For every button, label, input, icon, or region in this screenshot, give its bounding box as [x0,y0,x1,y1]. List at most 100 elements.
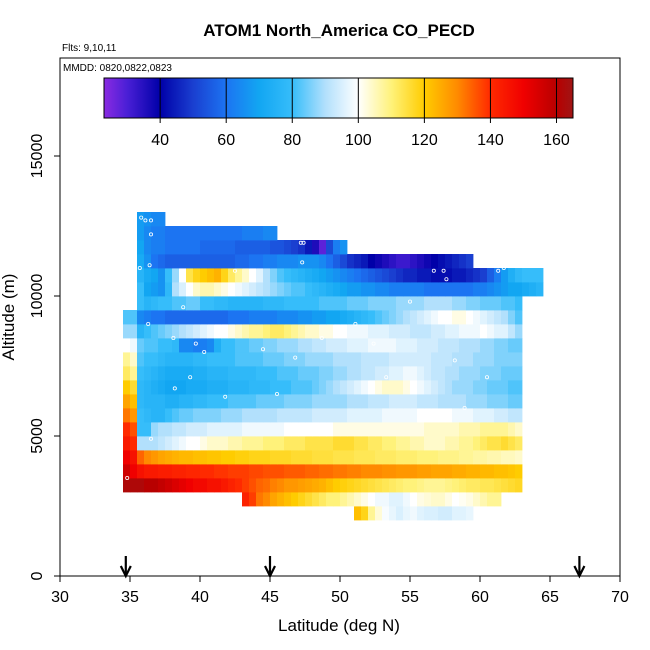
heatmap-cell [515,394,523,409]
heatmap-cell [382,464,390,479]
heatmap-cell [403,422,411,437]
heatmap-cell [389,450,397,465]
heatmap-cell [137,478,145,493]
sample-point [146,321,151,326]
heatmap-cell [396,268,404,283]
heatmap-cell [459,254,467,269]
heatmap-cell [515,436,523,451]
heatmap-cell [137,240,145,255]
sample-point [484,375,489,380]
heatmap-cell [158,212,166,227]
heatmap-cell [256,366,264,381]
heatmap-cell [256,464,264,479]
heatmap-cell [200,240,208,255]
heatmap-cell [228,436,236,451]
heatmap-cell [319,268,327,283]
heatmap-cell [417,506,425,521]
heatmap-cell [375,394,383,409]
heatmap-cell [144,464,152,479]
heatmap-cell [326,240,334,255]
heatmap-cell [123,380,131,395]
heatmap-cell [284,338,292,353]
heatmap-cell [424,506,432,521]
heatmap-cell [466,394,474,409]
heatmap-cell [340,352,348,367]
heatmap-cell [410,296,418,311]
heatmap-cell [277,436,285,451]
heatmap-cell [186,436,194,451]
heatmap-cell [452,450,460,465]
heatmap-cell [242,352,250,367]
heatmap-cell [312,380,320,395]
heatmap-cell [466,408,474,423]
heatmap-cell [312,478,320,493]
heatmap-cell [480,310,488,325]
heatmap-cell [459,408,467,423]
heatmap-cell [431,338,439,353]
heatmap-cell [396,506,404,521]
heatmap-cell [172,436,180,451]
heatmap-cell [130,478,138,493]
heatmap-cell [333,240,341,255]
heatmap-cell [417,338,425,353]
heatmap-cell [179,464,187,479]
heatmap-cell [494,324,502,339]
heatmap-cell [228,422,236,437]
heatmap-cell [494,366,502,381]
heatmap-cell [298,450,306,465]
heatmap-cell [445,324,453,339]
heatmap-cell [284,394,292,409]
heatmap-cell [347,478,355,493]
heatmap-cell [501,310,509,325]
heatmap-cell [417,352,425,367]
heatmap-cell [424,310,432,325]
heatmap-cell [179,254,187,269]
heatmap-cell [410,408,418,423]
heatmap-cell [445,422,453,437]
heatmap-cell [235,422,243,437]
heatmap-cell [452,506,460,521]
heatmap-cell [193,464,201,479]
heatmap-cell [340,464,348,479]
heatmap-cell [410,310,418,325]
heatmap-cell [417,310,425,325]
heatmap-cell [473,268,481,283]
heatmap-cell [158,310,166,325]
heatmap-cell [214,254,222,269]
heatmap-cell [165,310,173,325]
heatmap-cell [235,380,243,395]
heatmap-cell [480,464,488,479]
heatmap-cell [270,422,278,437]
heatmap-cell [403,254,411,269]
heatmap-cell [326,450,334,465]
heatmap-cell [228,394,236,409]
heatmap-cell [270,268,278,283]
heatmap-cell [431,492,439,507]
heatmap-cell [298,478,306,493]
heatmap-cell [403,436,411,451]
heatmap-cell [340,492,348,507]
heatmap-cell [361,254,369,269]
heatmap-cell [263,226,271,241]
heatmap-cell [515,268,523,283]
heatmap-cell [459,464,467,479]
heatmap-cell [249,254,257,269]
sample-point [125,475,130,480]
heatmap-cell [151,478,159,493]
heatmap-cell [172,338,180,353]
heatmap-cell [284,268,292,283]
flight-arrow-icon [264,556,276,579]
heatmap-cell [200,324,208,339]
heatmap-cell [466,380,474,395]
heatmap-cell [242,366,250,381]
heatmap-cell [193,436,201,451]
heatmap-cell [445,450,453,465]
heatmap-cell [291,394,299,409]
heatmap-cell [410,324,418,339]
heatmap-cell [158,226,166,241]
heatmap-cell [277,408,285,423]
heatmap-cell [214,464,222,479]
heatmap-cell [361,422,369,437]
heatmap-cell [130,450,138,465]
heatmap-cell [186,296,194,311]
